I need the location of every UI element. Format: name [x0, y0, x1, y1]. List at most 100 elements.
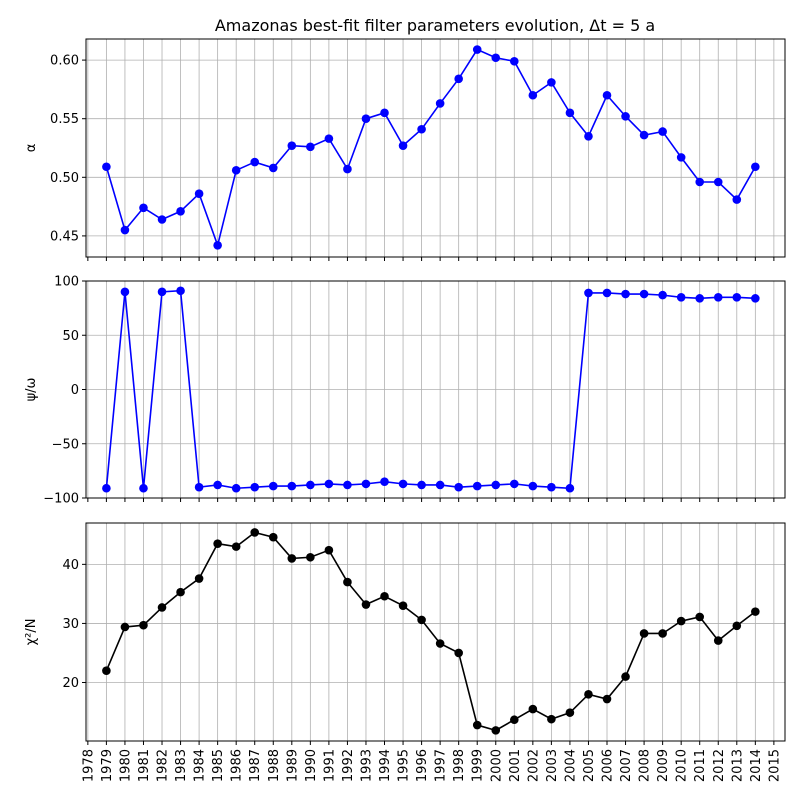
plot-frame — [85, 280, 786, 499]
data-point — [639, 629, 649, 638]
data-point — [602, 288, 612, 298]
data-point — [676, 616, 686, 626]
data-point — [584, 690, 593, 699]
data-point — [676, 292, 686, 302]
data-point — [658, 629, 667, 638]
data-point — [732, 195, 742, 204]
data-point — [361, 600, 371, 609]
data-point — [157, 215, 167, 224]
data-point — [435, 639, 445, 648]
x-tick-label: 2009 — [656, 749, 671, 782]
data-point — [231, 165, 241, 175]
data-point — [732, 621, 742, 631]
y-tick-label: 0 — [71, 383, 79, 398]
y-tick-label: 0.45 — [50, 229, 79, 244]
data-point — [102, 162, 111, 172]
data-point — [157, 287, 167, 297]
data-point — [194, 482, 204, 492]
data-point — [231, 483, 241, 493]
data-point — [621, 289, 630, 299]
data-point — [472, 45, 482, 54]
data-point — [231, 542, 241, 551]
data-point — [213, 480, 222, 490]
y-axis-label: α — [24, 144, 39, 153]
data-point — [417, 615, 426, 625]
data-point — [287, 141, 297, 150]
data-point — [695, 612, 705, 622]
data-point — [472, 720, 482, 730]
y-axis-label: χ²/N — [24, 619, 39, 646]
data-point — [213, 240, 222, 250]
x-tick-label: 1998 — [452, 749, 467, 782]
x-tick-label: 1999 — [471, 749, 486, 782]
data-point — [250, 482, 260, 492]
x-tick-label: 2008 — [638, 749, 653, 782]
data-point — [194, 189, 204, 199]
x-tick-label: 1988 — [267, 749, 282, 782]
data-point — [120, 225, 130, 235]
x-tick-label: 1990 — [304, 749, 319, 782]
data-point — [102, 483, 111, 493]
x-tick-label: 2003 — [545, 749, 560, 782]
x-tick-label: 2005 — [582, 749, 597, 782]
data-point — [176, 587, 185, 597]
data-point — [621, 672, 630, 681]
data-point — [380, 591, 389, 601]
x-tick-label: 1991 — [322, 749, 337, 782]
panel-3: 1978 1979 1980 1981 1982 1983 1984 1985 1986 1987… — [24, 522, 786, 782]
data-point — [250, 157, 260, 167]
data-point — [417, 124, 426, 134]
y-tick-label: 30 — [62, 617, 79, 632]
data-point — [213, 539, 222, 548]
data-point — [509, 715, 519, 725]
data-point — [139, 483, 148, 493]
data-point — [509, 479, 519, 489]
data-point — [565, 708, 575, 717]
panel-1: 0.45 0.50 0.55 0.60 α — [24, 38, 786, 261]
x-tick-label: 2004 — [563, 749, 578, 782]
data-point — [491, 53, 501, 63]
data-point — [602, 90, 612, 100]
x-tick-label: 2015 — [767, 749, 782, 782]
y-tick-label: 0.55 — [50, 112, 79, 127]
data-point — [287, 481, 297, 491]
data-point — [380, 108, 389, 118]
data-point — [324, 134, 334, 143]
data-point — [528, 90, 538, 100]
data-point — [343, 164, 352, 174]
data-point — [176, 286, 185, 296]
data-point — [435, 480, 445, 490]
x-tick-label: 1979 — [100, 749, 115, 782]
x-tick-label: 1985 — [211, 749, 226, 782]
data-point — [639, 289, 649, 299]
data-point — [751, 294, 760, 303]
data-point — [194, 574, 204, 583]
data-point — [509, 56, 519, 66]
y-tick-label: 100 — [54, 275, 79, 290]
data-point — [157, 603, 167, 612]
data-point — [491, 480, 501, 490]
data-point — [398, 479, 408, 489]
data-point — [751, 607, 760, 616]
data-point — [176, 206, 185, 216]
data-point — [621, 112, 630, 121]
data-point — [361, 479, 371, 489]
data-point — [547, 482, 556, 492]
x-tick-label: 1978 — [81, 749, 96, 782]
y-tick-label: 0.60 — [50, 54, 79, 69]
data-point — [454, 74, 463, 84]
y-tick-label: −100 — [43, 492, 79, 507]
x-tick-label: 2012 — [712, 749, 727, 782]
y-axis-label: ψ/ω — [24, 378, 39, 402]
data-point — [417, 480, 426, 490]
data-point — [602, 694, 612, 704]
data-point — [676, 153, 686, 162]
data-point — [732, 292, 742, 302]
y-tick-label: 0.50 — [50, 171, 79, 186]
data-point — [658, 290, 667, 300]
plot-frame — [85, 38, 786, 258]
data-point — [713, 177, 723, 187]
plot-frame — [85, 522, 786, 742]
x-tick-label: 2010 — [675, 749, 690, 782]
